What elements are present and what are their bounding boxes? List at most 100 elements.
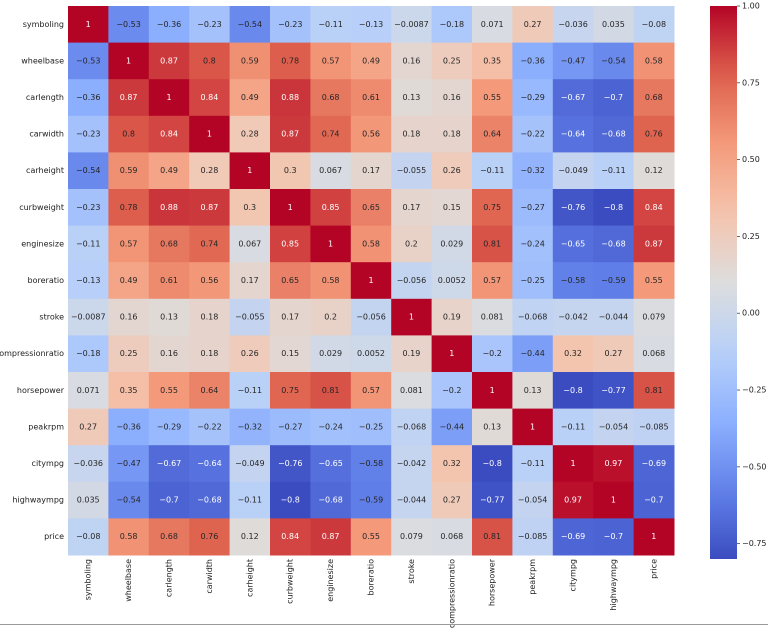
heatmap-cell-compressionratio-enginesize <box>310 335 352 373</box>
heatmap-cell-carheight-citympg <box>552 152 594 190</box>
cell-value-curbweight-compressionratio: 0.15 <box>443 203 461 212</box>
heatmap-cell-enginesize-wheelbase <box>108 225 150 263</box>
cell-value-stroke-carlength: 0.13 <box>160 313 178 322</box>
heatmap-cell-boreratio-enginesize <box>310 262 352 300</box>
cell-value-price-horsepower: 0.81 <box>483 532 501 541</box>
cell-value-carheight-horsepower: −0.11 <box>480 166 505 175</box>
x-tick-label-price: price <box>649 559 658 579</box>
cell-value-horsepower-stroke: 0.081 <box>400 386 423 395</box>
cell-value-compressionratio-compressionratio: 1 <box>449 349 454 358</box>
cell-value-carwidth-horsepower: 0.64 <box>483 130 501 139</box>
heatmap-cell-wheelbase-carheight <box>229 42 271 80</box>
cell-value-stroke-highwaympg: −0.044 <box>599 313 629 322</box>
heatmap-cell-carheight-carlength <box>148 152 190 190</box>
heatmap-cell-citympg-carwidth <box>189 445 231 483</box>
heatmap-cell-horsepower-carwidth <box>189 372 231 410</box>
y-tick-label-enginesize: enginesize <box>21 239 64 248</box>
heatmap-cell-enginesize-peakrpm <box>512 225 554 263</box>
heatmap-cell-price-compressionratio <box>431 518 473 556</box>
heatmap-cell-stroke-stroke <box>391 298 433 336</box>
heatmap-cell-highwaympg-symboling <box>68 481 109 519</box>
cell-value-curbweight-wheelbase: 0.78 <box>120 203 138 212</box>
cell-value-price-enginesize: 0.87 <box>322 532 340 541</box>
x-tick-label-curbweight: curbweight <box>286 559 295 604</box>
cell-value-citympg-carlength: −0.67 <box>157 459 182 468</box>
cell-value-stroke-horsepower: 0.081 <box>481 313 504 322</box>
heatmap-cell-compressionratio-peakrpm <box>512 335 554 373</box>
colorbar-tick-label-7: −0.75 <box>742 539 767 548</box>
cell-value-carwidth-carheight: 0.28 <box>241 130 259 139</box>
cell-value-enginesize-wheelbase: 0.57 <box>120 239 138 248</box>
cell-value-price-symboling: −0.08 <box>76 532 101 541</box>
heatmap-cell-price-curbweight <box>270 518 311 556</box>
heatmap-cell-stroke-carwidth <box>189 298 231 336</box>
x-tick-label-stroke: stroke <box>407 559 416 584</box>
heatmap-cell-price-highwaympg <box>593 518 635 556</box>
cell-value-horsepower-boreratio: 0.57 <box>362 386 380 395</box>
heatmap-cell-price-carheight <box>229 518 271 556</box>
heatmap-cell-highwaympg-horsepower <box>472 481 513 519</box>
cell-value-price-highwaympg: −0.7 <box>604 532 623 541</box>
cell-value-peakrpm-symboling: 0.27 <box>79 422 97 431</box>
cell-value-compressionratio-peakrpm: −0.44 <box>520 349 545 358</box>
heatmap-cell-compressionratio-compressionratio <box>431 335 473 373</box>
cell-value-symboling-citympg: −0.036 <box>558 20 588 29</box>
cell-value-carlength-carwidth: 0.84 <box>200 93 218 102</box>
cell-value-peakrpm-carwidth: −0.22 <box>197 422 222 431</box>
heatmap-cell-boreratio-stroke <box>391 262 433 300</box>
heatmap-cell-carwidth-peakrpm <box>512 115 554 153</box>
heatmap-cell-curbweight-peakrpm <box>512 189 554 227</box>
cell-value-highwaympg-symboling: 0.035 <box>77 496 100 505</box>
heatmap-cell-peakrpm-citympg <box>552 408 594 446</box>
cell-value-peakrpm-highwaympg: −0.054 <box>599 422 629 431</box>
heatmap-cell-symboling-wheelbase <box>108 6 150 44</box>
cell-value-symboling-curbweight: −0.23 <box>278 20 303 29</box>
cell-value-carheight-price: 0.12 <box>645 166 663 175</box>
cell-value-carheight-citympg: −0.049 <box>558 166 588 175</box>
heatmap-cell-horsepower-symboling <box>68 372 109 410</box>
cell-value-stroke-peakrpm: −0.068 <box>518 313 548 322</box>
cell-value-carlength-highwaympg: −0.7 <box>604 93 623 102</box>
y-tick-label-carheight: carheight <box>26 166 64 175</box>
y-tick-label-carlength: carlength <box>26 93 64 102</box>
heatmap-cell-price-carwidth <box>189 518 231 556</box>
cell-value-highwaympg-carwidth: −0.68 <box>197 496 222 505</box>
cell-value-carlength-boreratio: 0.61 <box>362 93 380 102</box>
heatmap-cell-stroke-enginesize <box>310 298 352 336</box>
cell-value-symboling-carheight: −0.54 <box>238 20 263 29</box>
heatmap-cell-price-symboling <box>68 518 109 556</box>
cell-value-curbweight-carwidth: 0.87 <box>200 203 218 212</box>
cell-value-enginesize-compressionratio: 0.029 <box>440 239 463 248</box>
cell-value-price-compressionratio: 0.068 <box>440 532 463 541</box>
cell-value-peakrpm-carheight: −0.32 <box>238 422 263 431</box>
heatmap-cell-citympg-symboling <box>68 445 109 483</box>
cell-value-carheight-carwidth: 0.28 <box>200 166 218 175</box>
heatmap-cell-curbweight-carheight <box>229 189 271 227</box>
heatmap-cell-carlength-highwaympg <box>593 79 635 117</box>
colorbar-tick-label-5: −0.25 <box>742 386 767 395</box>
cell-value-enginesize-highwaympg: −0.68 <box>601 239 626 248</box>
heatmap-cell-citympg-enginesize <box>310 445 352 483</box>
cell-value-curbweight-symboling: −0.23 <box>76 203 101 212</box>
cell-value-wheelbase-wheelbase: 1 <box>126 56 131 65</box>
heatmap-cell-carlength-boreratio <box>350 79 392 117</box>
heatmap-cell-symboling-curbweight <box>270 6 311 44</box>
heatmap-cell-boreratio-horsepower <box>472 262 513 300</box>
cell-value-wheelbase-price: 0.58 <box>645 56 663 65</box>
heatmap-cell-carheight-carwidth <box>189 152 231 190</box>
cell-value-compressionratio-wheelbase: 0.25 <box>120 349 138 358</box>
heatmap-cell-compressionratio-symboling <box>68 335 109 373</box>
heatmap-cell-highwaympg-peakrpm <box>512 481 554 519</box>
cell-value-wheelbase-stroke: 0.16 <box>402 56 420 65</box>
colorbar <box>710 6 737 559</box>
heatmap-cell-peakrpm-carheight <box>229 408 271 446</box>
heatmap-cell-citympg-price <box>633 445 675 483</box>
heatmap-cell-curbweight-horsepower <box>472 189 513 227</box>
heatmap-cell-carheight-symboling <box>68 152 109 190</box>
heatmap-cell-wheelbase-horsepower <box>472 42 513 80</box>
heatmap-cell-stroke-compressionratio <box>431 298 473 336</box>
cell-value-horsepower-carheight: −0.11 <box>238 386 263 395</box>
cell-value-price-wheelbase: 0.58 <box>120 532 138 541</box>
heatmap-cell-wheelbase-citympg <box>552 42 594 80</box>
heatmap-cell-peakrpm-curbweight <box>270 408 311 446</box>
